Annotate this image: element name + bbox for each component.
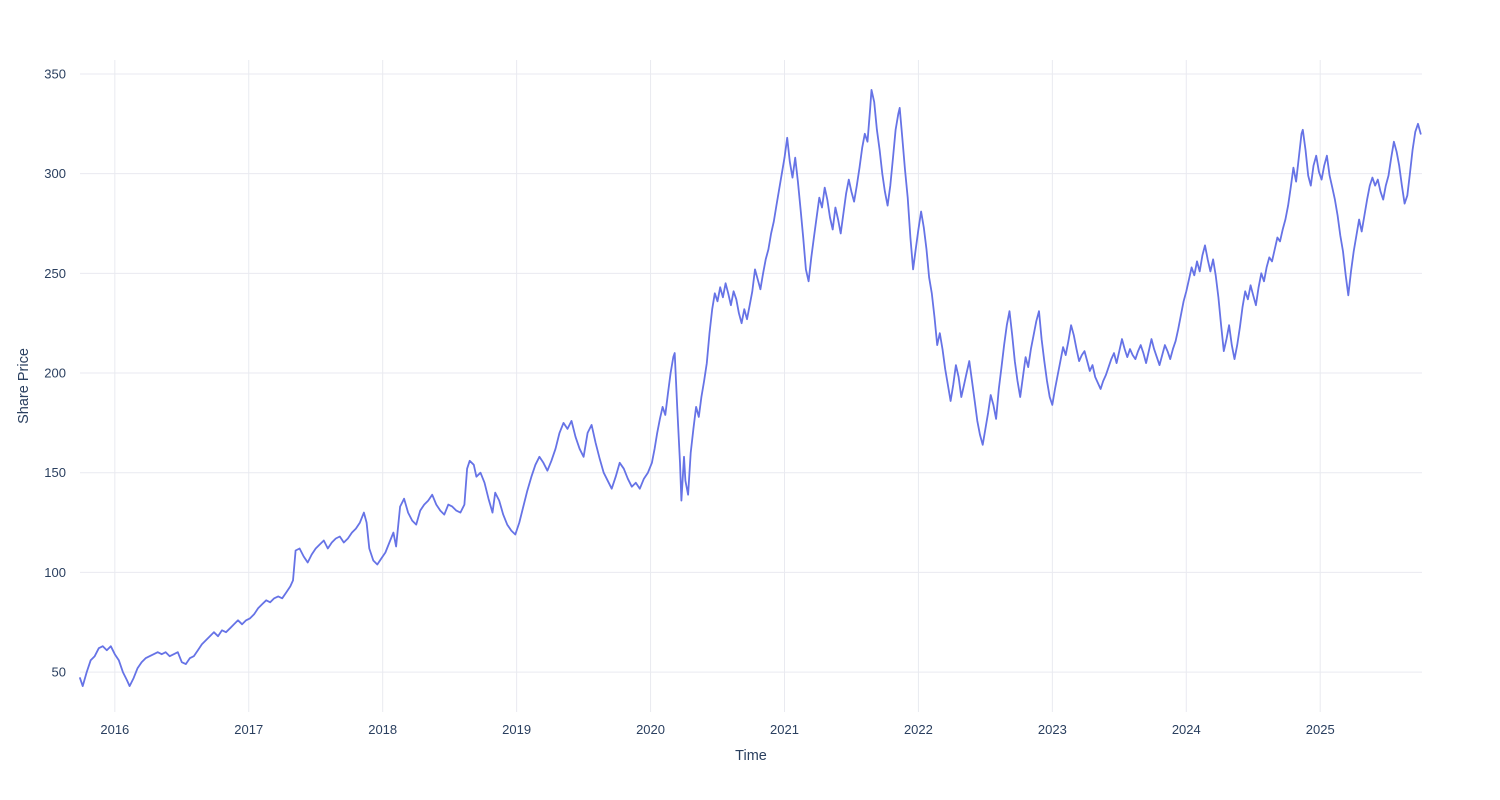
x-tick-label: 2019 — [502, 722, 531, 737]
x-tick-label: 2025 — [1306, 722, 1335, 737]
axis-tick-labels: 50 100 150 200 250 300 350 2016 2017 2018 2019 2020… — [44, 66, 1334, 737]
x-axis-title: Time — [735, 748, 767, 764]
y-tick-label: 100 — [44, 565, 66, 580]
x-tick-label: 2017 — [234, 722, 263, 737]
y-tick-label: 250 — [44, 266, 66, 281]
x-tick-label: 2024 — [1172, 722, 1201, 737]
x-tick-label: 2022 — [904, 722, 933, 737]
price-line-series — [79, 89, 1422, 687]
y-tick-label: 50 — [52, 665, 66, 680]
x-tick-label: 2021 — [770, 722, 799, 737]
x-tick-label: 2020 — [636, 722, 665, 737]
x-tick-label: 2016 — [100, 722, 129, 737]
y-tick-label: 350 — [44, 66, 66, 81]
y-axis-title: Share Price — [16, 348, 32, 424]
x-tick-label: 2023 — [1038, 722, 1067, 737]
x-tick-label: 2018 — [368, 722, 397, 737]
gridlines — [80, 60, 1422, 712]
y-tick-label: 200 — [44, 366, 66, 381]
y-tick-label: 150 — [44, 465, 66, 480]
y-tick-label: 300 — [44, 166, 66, 181]
